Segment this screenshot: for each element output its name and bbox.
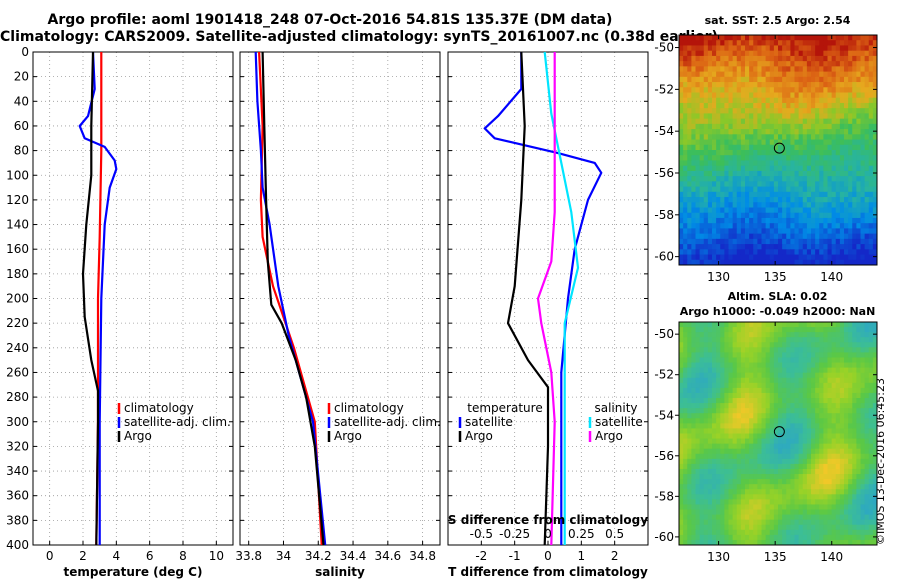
legend-label-sal: satellite-adj. clim. (334, 415, 441, 429)
x-tick-label: 33.8 (235, 549, 262, 563)
x-tick-label: 0 (544, 549, 552, 563)
series-line-sal-argo (261, 51, 325, 546)
y-tick-label: 40 (14, 94, 29, 108)
map-x-tick-label: 130 (707, 270, 730, 284)
series-line-diff-t-satellite (483, 52, 603, 545)
legend-label-diff-sal: satellite (595, 415, 643, 429)
y-tick-label: 160 (6, 242, 29, 256)
sst-map-title: sat. SST: 2.5 Argo: 2.54 (704, 14, 851, 27)
sla-map-title-line1: Altim. SLA: 0.02 (727, 290, 828, 303)
series-line-sal-satellite-adj-clim- (254, 51, 327, 546)
y-tick-label: 120 (6, 193, 29, 207)
legend-label-diff-temp: Argo (465, 429, 493, 443)
map-x-tick-label: 135 (764, 550, 787, 564)
legend-label-sal: Argo (334, 429, 362, 443)
y-tick-label: 320 (6, 439, 29, 453)
y-tick-label: 400 (6, 538, 29, 552)
x-tick-label: 34 (276, 549, 291, 563)
y-tick-label: 60 (14, 119, 29, 133)
x-tick-label: -2 (475, 549, 487, 563)
y-tick-label: 80 (14, 144, 29, 158)
x-tick-label: -1 (509, 549, 521, 563)
series-line-diff-s-satellite (543, 51, 580, 545)
x-tick-label: 6 (146, 549, 154, 563)
map-y-tick-label: -50 (654, 327, 674, 341)
x2-axis-label-diff: S difference from climatology (448, 513, 648, 527)
legend-label-sal: climatology (334, 401, 404, 415)
y-tick-label: 280 (6, 390, 29, 404)
x-tick-label: 4 (113, 549, 121, 563)
legend-label-temp: satellite-adj. clim. (124, 415, 231, 429)
map-frame-sst (678, 34, 878, 266)
legend-label-temp: Argo (124, 429, 152, 443)
legend-label-temp: climatology (124, 401, 194, 415)
y-tick-label: 0 (21, 45, 29, 59)
series-line-temp-argo (81, 51, 100, 546)
profile-location-marker-sla (773, 426, 785, 438)
y-tick-label: 380 (6, 513, 29, 527)
x-tick-label: 34.4 (340, 549, 367, 563)
y-tick-label: 100 (6, 168, 29, 182)
x-tick-label: 34.2 (305, 549, 332, 563)
map-y-tick-label: -60 (654, 250, 674, 264)
x-tick-label: 1 (578, 549, 586, 563)
x-tick-label: 0 (46, 549, 54, 563)
y-tick-label: 300 (6, 415, 29, 429)
x-axis-label-sal: salinity (315, 565, 365, 579)
x-tick-label: 34.8 (409, 549, 436, 563)
legend-title-salinity: salinity (594, 401, 637, 415)
legend-label-diff-temp: satellite (465, 415, 513, 429)
map-y-tick-label: -58 (654, 489, 674, 503)
map-sla-field (679, 322, 878, 546)
map-y-tick-label: -56 (654, 166, 674, 180)
map-y-tick-label: -60 (654, 530, 674, 544)
y-tick-label: 200 (6, 292, 29, 306)
x2-tick-label: -0.25 (499, 527, 530, 541)
map-y-tick-label: -56 (654, 449, 674, 463)
map-x-tick-label: 140 (820, 550, 843, 564)
y-tick-label: 240 (6, 341, 29, 355)
figure-title-line1: Argo profile: aoml 1901418_248 07-Oct-20… (47, 12, 613, 28)
map-y-tick-label: -58 (654, 208, 674, 222)
y-tick-label: 220 (6, 316, 29, 330)
map-y-tick-label: -50 (654, 41, 674, 55)
x-axis-label-diff: T difference from climatology (448, 565, 648, 579)
map-x-tick-label: 135 (764, 270, 787, 284)
series-line-diff-s-argo (536, 52, 556, 546)
series-line-diff-t-argo (506, 51, 550, 546)
x-tick-label: 2 (611, 549, 619, 563)
map-frame-sla (678, 321, 878, 546)
map-y-tick-label: -52 (654, 368, 674, 382)
map-x-tick-label: 140 (820, 270, 843, 284)
map-y-tick-label: -54 (654, 124, 674, 138)
map-y-tick-label: -52 (654, 82, 674, 96)
series-line-temp-satellite-adj-clim- (78, 51, 118, 545)
map-y-tick-label: -54 (654, 408, 674, 422)
profile-location-marker-sst (773, 142, 785, 154)
x2-tick-label: 0.25 (568, 527, 595, 541)
x-tick-label: 8 (179, 549, 187, 563)
x-tick-label: 2 (79, 549, 87, 563)
x2-tick-label: 0 (544, 527, 552, 541)
x-axis-label-temp: temperature (deg C) (64, 565, 203, 579)
y-tick-label: 20 (14, 70, 29, 84)
figure-title-line2: Climatology: CARS2009. Satellite-adjuste… (0, 29, 718, 45)
x-tick-label: 34.6 (374, 549, 401, 563)
y-tick-label: 260 (6, 365, 29, 379)
map-x-tick-label: 130 (707, 550, 730, 564)
legend-label-diff-sal: Argo (595, 429, 623, 443)
legend-title-temperature: temperature (467, 401, 542, 415)
sla-map-title-line2: Argo h1000: -0.049 h2000: NaN (679, 305, 876, 318)
y-tick-label: 360 (6, 489, 29, 503)
map-sst-field (679, 35, 878, 266)
y-tick-label: 340 (6, 464, 29, 478)
x2-tick-label: 0.5 (605, 527, 624, 541)
x-tick-label: 10 (209, 549, 224, 563)
x2-tick-label: -0.5 (470, 527, 493, 541)
y-tick-label: 180 (6, 267, 29, 281)
y-tick-label: 140 (6, 218, 29, 232)
